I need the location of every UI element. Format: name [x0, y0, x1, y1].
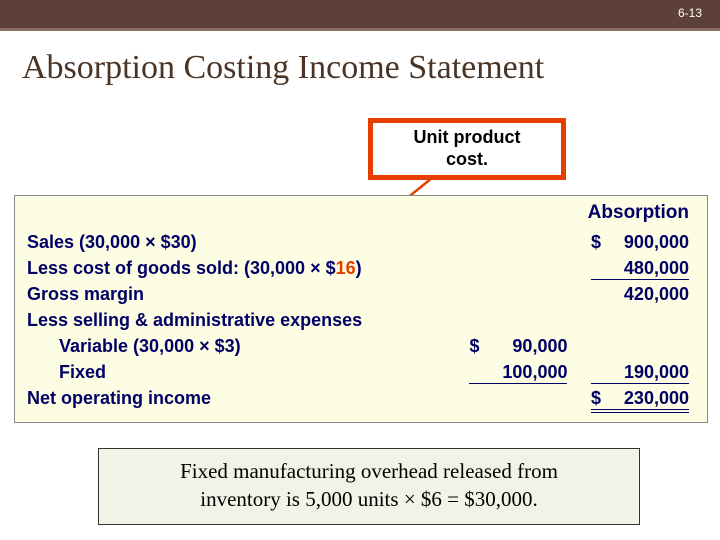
table-row: Less selling & administrative expenses: [15, 310, 707, 336]
row-label: Less cost of goods sold: (30,000 × $16): [15, 258, 444, 279]
footnote-box: Fixed manufacturing overhead released fr…: [98, 448, 640, 525]
row-label: Sales (30,000 × $30): [15, 232, 444, 253]
table-row: Gross margin 420,000: [15, 284, 707, 310]
column-header-absorption: Absorption: [572, 202, 707, 224]
slide-number: 6-13: [678, 6, 702, 20]
row-label: Fixed: [15, 362, 456, 383]
row-amount: 480,000: [572, 258, 707, 280]
row-label: Variable (30,000 × $3): [15, 336, 456, 357]
callout-line2: cost.: [373, 149, 561, 171]
table-row: Net operating income $230,000: [15, 388, 707, 414]
row-label: Less selling & administrative expenses: [15, 310, 444, 331]
row-label: Net operating income: [15, 388, 444, 409]
row-amount: $900,000: [572, 232, 707, 253]
slide-top-bar: 6-13: [0, 0, 720, 28]
row-subtotal: $90,000: [456, 336, 578, 357]
table-header-row: Absorption: [15, 202, 707, 232]
row-label: Gross margin: [15, 284, 444, 305]
accent-divider: [0, 28, 720, 31]
footnote-line2: inventory is 5,000 units × $6 = $30,000.: [200, 487, 538, 511]
callout-line1: Unit product: [373, 127, 561, 149]
income-statement-table: Absorption Sales (30,000 × $30) $900,000 L…: [14, 195, 708, 423]
row-amount: 420,000: [572, 284, 707, 305]
table-row: Fixed100,000190,000: [15, 362, 707, 388]
table-row: Variable (30,000 × $3)$90,000: [15, 336, 707, 362]
table-row: Sales (30,000 × $30) $900,000: [15, 232, 707, 258]
footnote-line1: Fixed manufacturing overhead released fr…: [180, 459, 558, 483]
unit-cost-callout: Unit product cost.: [368, 118, 566, 180]
table-row: Less cost of goods sold: (30,000 × $16) 4…: [15, 258, 707, 284]
slide-title: Absorption Costing Income Statement: [22, 49, 720, 87]
row-amount: 190,000: [577, 362, 707, 384]
row-subtotal: 100,000: [456, 362, 578, 384]
row-amount: $230,000: [572, 388, 707, 413]
